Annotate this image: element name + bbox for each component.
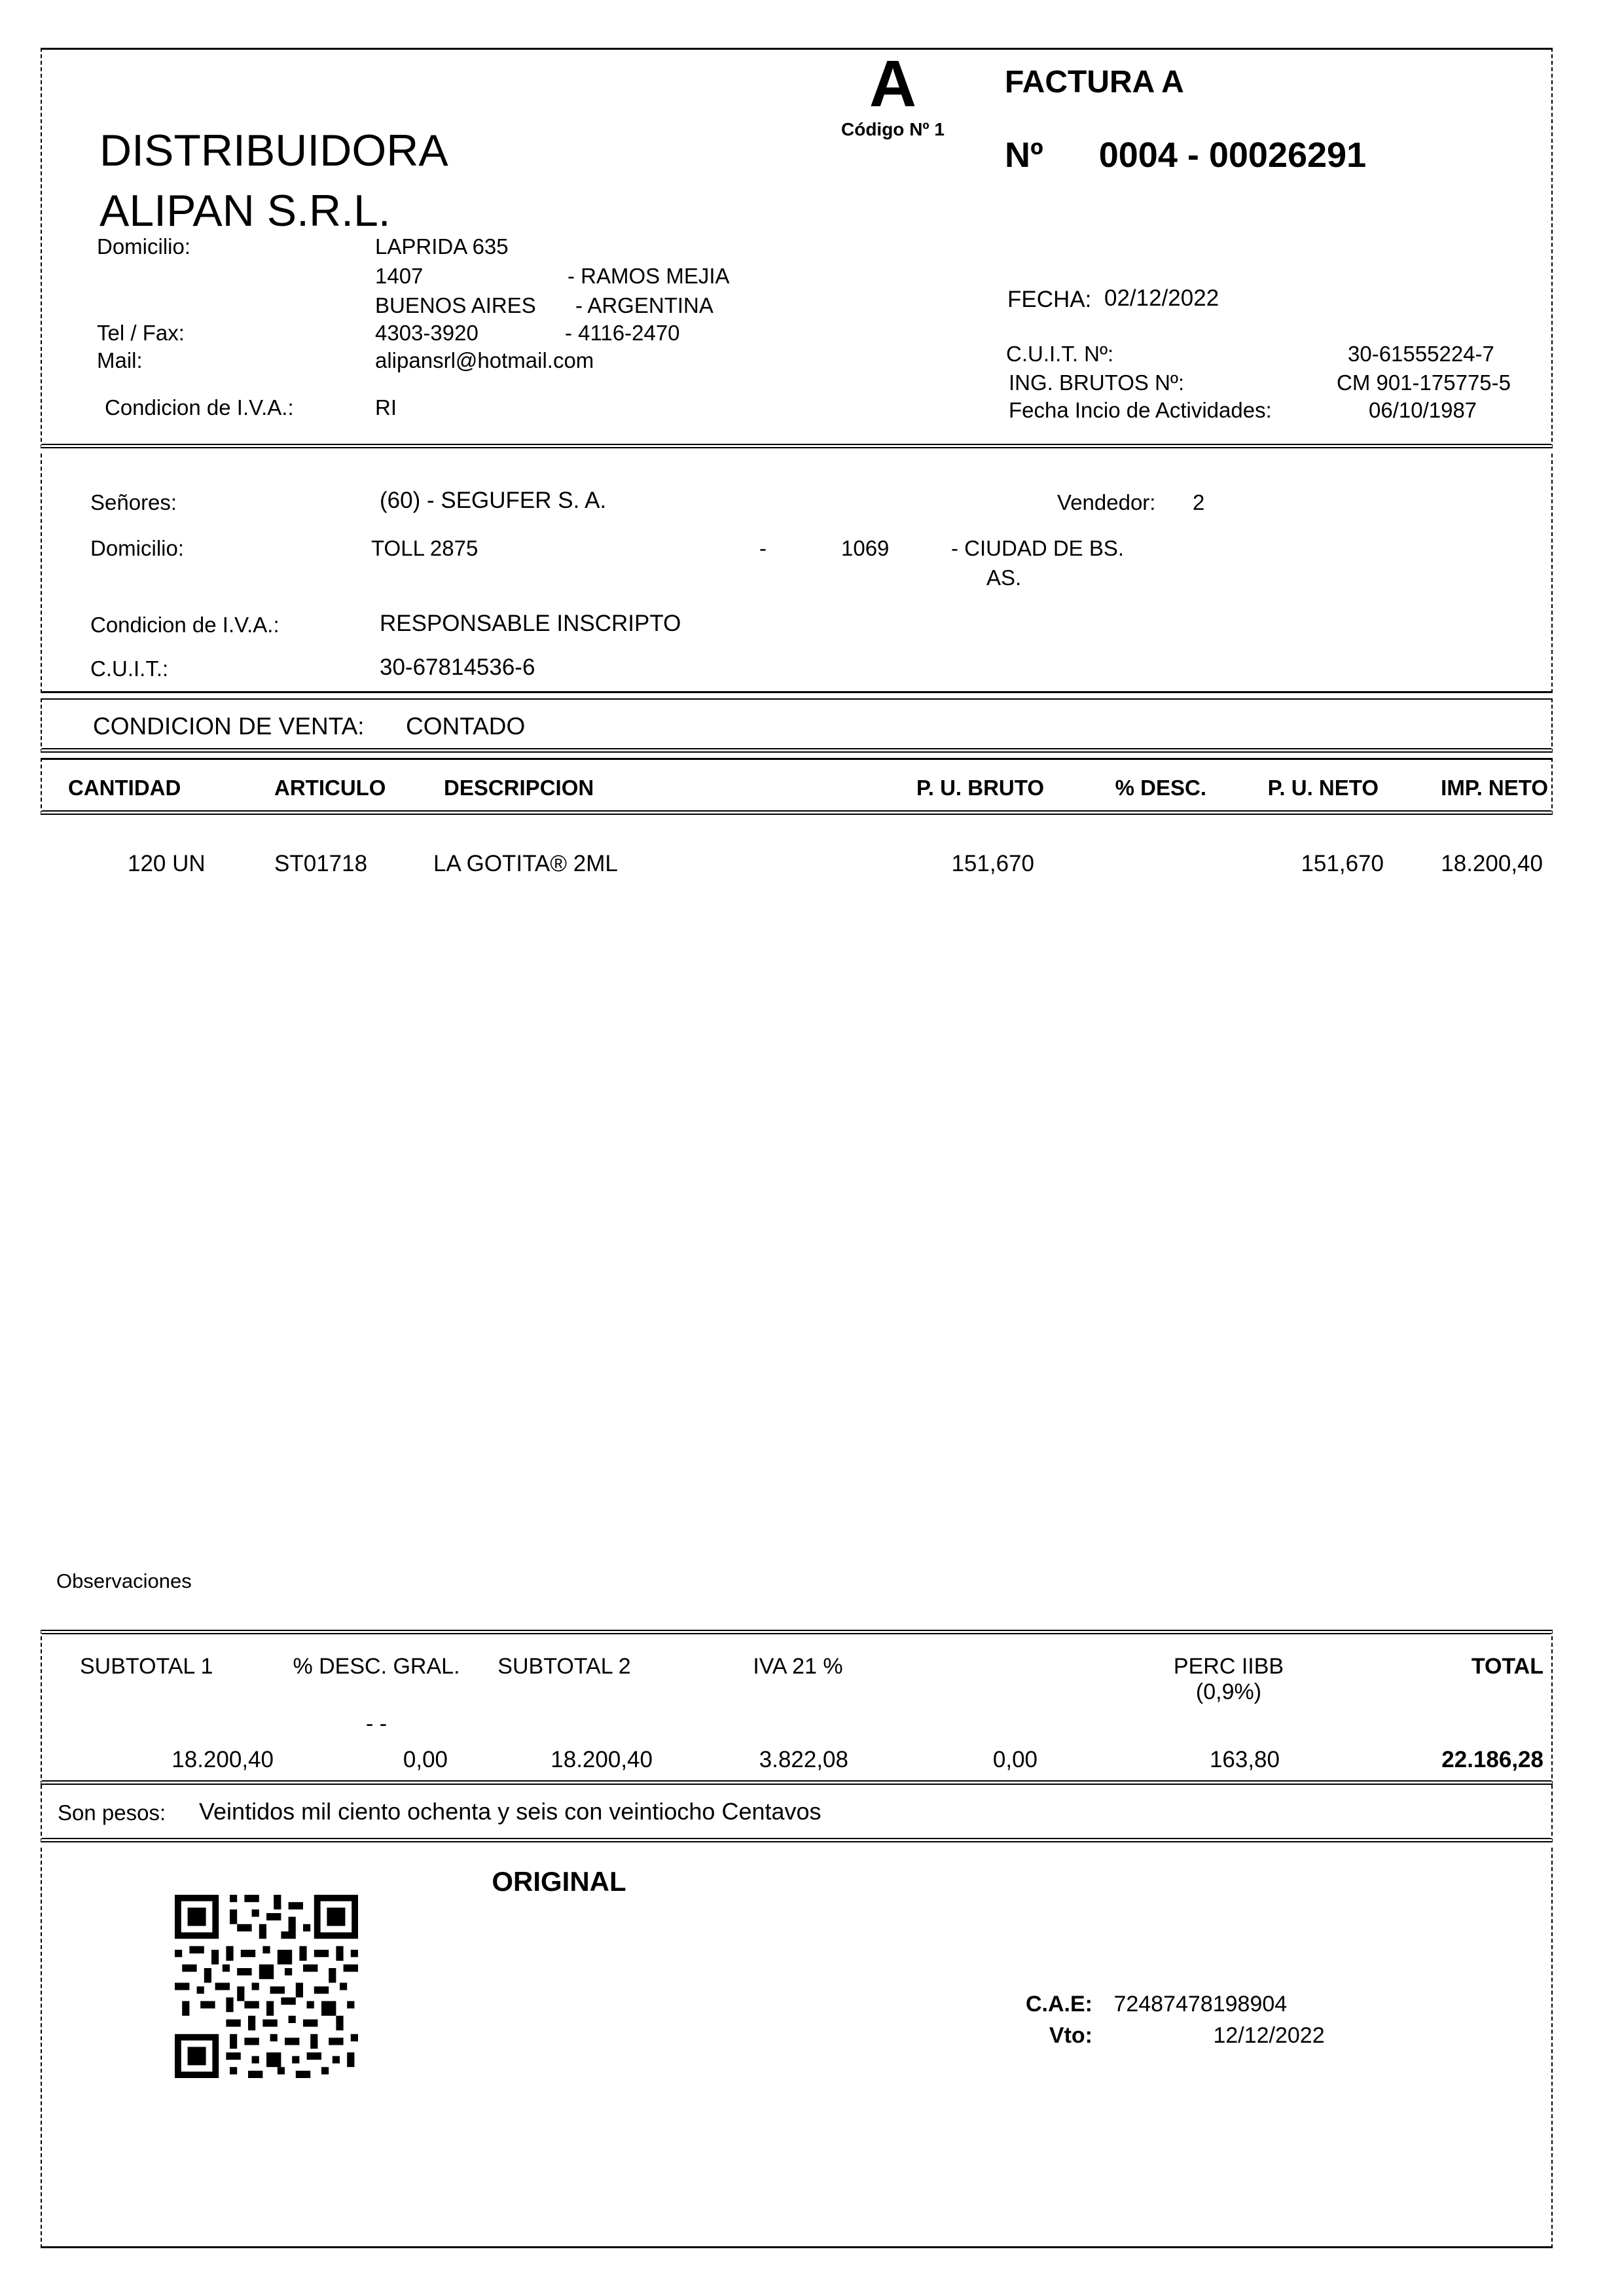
totals-col-desc-gral-sub: - - [365, 1712, 388, 1736]
vendedor-value: 2 [1193, 490, 1205, 514]
inicio-value: 06/10/1987 [1369, 398, 1477, 422]
perc-iibb-line1: PERC IIBB [1173, 1654, 1284, 1679]
totals-col-iva: IVA 21 % [753, 1654, 843, 1679]
iva-value: RI [375, 395, 397, 420]
invoice-number-line: Nº 0004 - 00026291 [1005, 135, 1366, 175]
vto-row: Vto: 12/12/2022 [962, 2023, 1325, 2049]
customer-city2: AS. [986, 565, 1022, 590]
totals-perc-iibb-value: 163,80 [1209, 1747, 1280, 1772]
mail-label: Mail: [97, 348, 143, 372]
totals-total-value: 22.186,28 [1441, 1747, 1543, 1772]
customer-cuit-label: C.U.I.T.: [90, 656, 169, 681]
customer-iva-value: RESPONSABLE INSCRIPTO [380, 611, 681, 636]
item-cantidad: 120 UN [128, 851, 206, 876]
inicio-label: Fecha Incio de Actividades: [1009, 398, 1272, 422]
condicion-venta-label: CONDICION DE VENTA: [93, 713, 365, 740]
invoice-number-prefix: Nº [1005, 135, 1043, 175]
doc-type: FACTURA A [1005, 65, 1184, 99]
amount-words-section: Son pesos: Veintidos mil ciento ochenta … [41, 1785, 1553, 1842]
col-imp-neto: IMP. NETO [1441, 776, 1548, 800]
iibb-value: CM 901-175775-5 [1337, 370, 1511, 395]
footer-section: ORIGINAL C.A.E: 72487478198904 [41, 1848, 1553, 2248]
col-desc: % DESC. [1115, 776, 1206, 800]
totals-col-total: TOTAL [1471, 1654, 1543, 1679]
qr-code [175, 1895, 358, 2078]
items-header-row: CANTIDAD ARTICULO DESCRIPCION P. U. BRUT… [41, 758, 1553, 815]
customer-iva-label: Condicion de I.V.A.: [90, 613, 280, 637]
col-pu-bruto: P. U. BRUTO [916, 776, 1044, 800]
vto-value: 12/12/2022 [1213, 2023, 1325, 2048]
customer-section: Señores: (60) - SEGUFER S. A. Vendedor: … [41, 454, 1553, 693]
address-country: - ARGENTINA [575, 293, 713, 317]
item-descripcion: LA GOTITA® 2ML [433, 851, 618, 876]
company-name-line2: ALIPAN S.R.L. [99, 186, 391, 236]
company-name: DISTRIBUIDORA ALIPAN S.R.L. [99, 120, 448, 241]
address-street: LAPRIDA 635 [375, 234, 509, 259]
cae-row: C.A.E: 72487478198904 [962, 1992, 1287, 2017]
col-pu-neto: P. U. NETO [1267, 776, 1379, 800]
cae-label: C.A.E: [1026, 1992, 1092, 2017]
observaciones-label: Observaciones [56, 1570, 192, 1592]
iva-label: Condicion de I.V.A.: [105, 395, 294, 420]
telfax-value: 4303-3920 - 4116-2470 [375, 321, 680, 346]
company-name-line1: DISTRIBUIDORA [99, 126, 448, 175]
domicilio-label: Domicilio: [97, 234, 191, 259]
fecha-value: 02/12/2022 [1104, 285, 1219, 311]
totals-col5-value: 0,00 [992, 1747, 1038, 1772]
senores-label: Señores: [90, 490, 177, 514]
customer-zip: 1069 [841, 536, 890, 560]
senores-value: (60) - SEGUFER S. A. [380, 488, 607, 513]
address-province: BUENOS AIRES [375, 293, 536, 317]
totals-col-subtotal1: SUBTOTAL 1 [80, 1654, 213, 1679]
customer-city: - CIUDAD DE BS. [951, 536, 1125, 560]
customer-street: TOLL 2875 [371, 536, 478, 560]
address-zip: 1407 [375, 264, 424, 288]
telfax-label: Tel / Fax: [97, 321, 185, 345]
phone1: 4303-3920 [375, 321, 478, 345]
col-cantidad: CANTIDAD [68, 776, 181, 800]
fecha-label: FECHA: [1007, 287, 1092, 312]
mail-value: alipansrl@hotmail.com [375, 348, 594, 372]
customer-cuit-value: 30-67814536-6 [380, 655, 535, 680]
son-pesos-text: Veintidos mil ciento ochenta y seis con … [199, 1798, 821, 1825]
address-line2: 1407 - RAMOS MEJIA [375, 264, 730, 289]
vendedor-label: Vendedor: [1057, 490, 1156, 514]
item-pu-bruto: 151,670 [951, 851, 1034, 876]
totals-section: SUBTOTAL 1 % DESC. GRAL. - - SUBTOTAL 2 … [41, 1630, 1553, 1785]
son-pesos-label: Son pesos: [58, 1801, 166, 1825]
item-pu-neto: 151,670 [1301, 851, 1384, 876]
item-imp-neto: 18.200,40 [1441, 851, 1543, 876]
totals-col-perc-iibb: PERC IIBB (0,9%) [1163, 1654, 1294, 1705]
totals-col-subtotal2: SUBTOTAL 2 [497, 1654, 631, 1679]
totals-col-desc-gral: % DESC. GRAL. [293, 1654, 460, 1679]
cuit-label: C.U.I.T. Nº: [1006, 342, 1114, 366]
phone2: - 4116-2470 [565, 321, 680, 345]
cuit-value: 30-61555224-7 [1348, 342, 1494, 366]
totals-iva-value: 3.822,08 [759, 1747, 848, 1772]
customer-sep: - [759, 536, 767, 560]
customer-domicilio-label: Domicilio: [90, 536, 185, 560]
item-articulo: ST01718 [274, 851, 368, 876]
address-line3: BUENOS AIRES - ARGENTINA [375, 293, 713, 318]
col-descripcion: DESCRIPCION [444, 776, 594, 800]
vto-label: Vto: [1049, 2023, 1092, 2048]
cae-value: 72487478198904 [1113, 1992, 1288, 2017]
col-articulo: ARTICULO [274, 776, 386, 800]
totals-subtotal1-value: 18.200,40 [171, 1747, 274, 1772]
totals-desc-gral-value: 0,00 [403, 1747, 448, 1772]
sale-condition-section: CONDICION DE VENTA: CONTADO [41, 698, 1553, 753]
copy-label: ORIGINAL [492, 1866, 626, 1897]
invoice-number: 0004 - 00026291 [1098, 135, 1367, 175]
totals-subtotal2-value: 18.200,40 [550, 1747, 653, 1772]
header-section: DISTRIBUIDORA ALIPAN S.R.L. A Código Nº … [41, 48, 1553, 448]
invoice-letter: A [869, 47, 917, 120]
condicion-venta-value: CONTADO [406, 713, 526, 740]
invoice-letter-caption: Código Nº 1 [841, 119, 945, 139]
address-city: - RAMOS MEJIA [568, 264, 730, 288]
iibb-label: ING. BRUTOS Nº: [1009, 370, 1185, 395]
perc-iibb-line2: (0,9%) [1195, 1679, 1262, 1704]
